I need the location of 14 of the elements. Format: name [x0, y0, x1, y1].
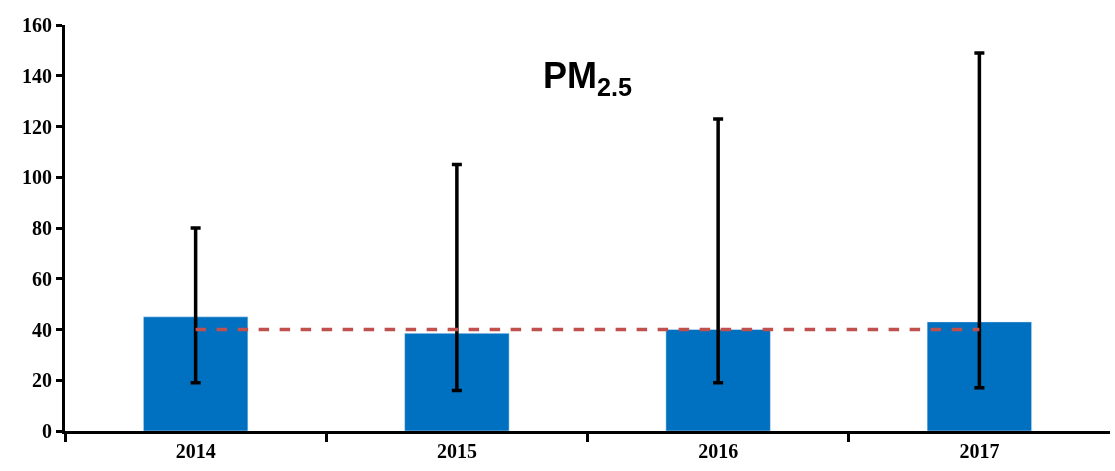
y-tick-label: 80: [32, 217, 52, 239]
y-tick-label: 20: [32, 369, 52, 392]
x-tick-label: 2016: [698, 440, 739, 462]
y-tick-label: 140: [22, 64, 52, 87]
y-tick-label: 120: [22, 115, 52, 138]
y-tick-label: 160: [22, 14, 52, 36]
x-tick-label: 2017: [959, 440, 1000, 462]
y-tick-label: 40: [32, 318, 52, 341]
y-tick-label: 100: [22, 166, 52, 189]
x-tick-label: 2015: [436, 440, 477, 462]
y-tick-label: 60: [32, 267, 52, 290]
x-tick-label: 2014: [175, 440, 216, 462]
y-tick-label: 0: [42, 420, 52, 442]
text: PM$_{2.5}$: [543, 55, 633, 101]
